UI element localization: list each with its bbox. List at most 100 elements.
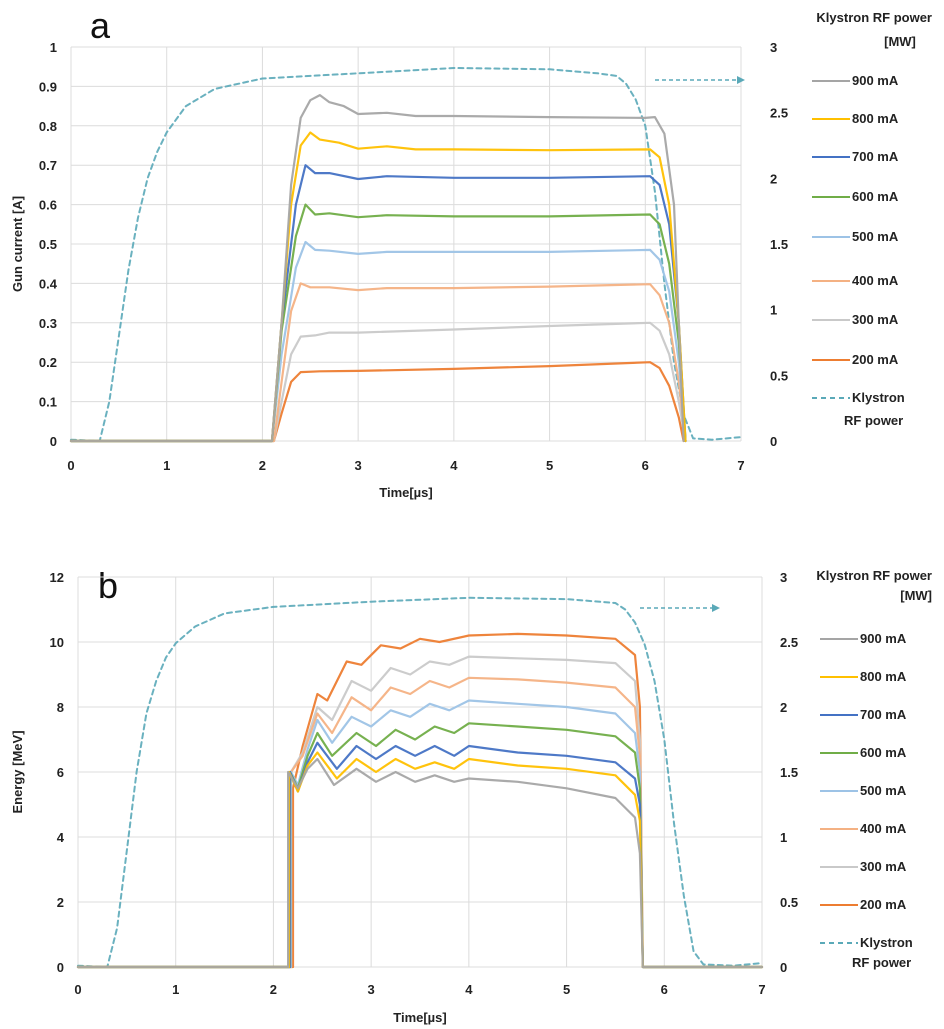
y2-tick-label: 2 [780,700,787,715]
series-line-900-ma [76,757,764,969]
y-tick-label: 0.2 [39,355,57,370]
legend-label: 500 mA [852,229,899,244]
legend-label-line: Klystron [852,390,905,405]
y2-tick-label: 0 [770,434,777,449]
legend-label: 600 mA [860,745,907,760]
series-line-200-ma [69,361,685,443]
y-tick-label: 0.6 [39,198,57,213]
series-line-klystron-rf-power [77,596,763,968]
y2-tick-label: 2.5 [780,635,798,650]
series-line-300-ma [76,655,764,969]
x-tick-label: 5 [563,982,570,997]
y-tick-label: 6 [57,765,64,780]
y2-axis-label: Klystron RF power [MW] [816,568,932,603]
legend-item: 600 mA [820,745,907,760]
x-tick-label: 1 [172,982,179,997]
legend-item: 600 mA [812,189,899,204]
y-axis-label: Energy [MeV] [10,730,25,813]
legend-item: Klystron RF power [820,935,913,970]
legend-label: 600 mA [852,189,899,204]
legend-label: 200 mA [860,897,907,912]
y-tick-label: 0 [57,960,64,975]
legend-label: 800 mA [860,669,907,684]
x-tick-label: 4 [465,982,473,997]
y2-tick-label: 2 [770,171,777,186]
x-tick-label: 6 [642,458,649,473]
y-tick-label: 0.8 [39,119,57,134]
legend-item: 200 mA [812,352,899,367]
y-tick-label: 0.3 [39,316,57,331]
series-line-800-ma [76,751,764,969]
chart-panel-a: a 0 1 2 3 4 5 6 7 0 0.1 0.2 0.3 0.4 0.5 0.6 0.7 0.8 0.9 1 0 0… [10,5,932,500]
panel-label: a [90,5,111,46]
legend-label: 300 mA [860,859,907,874]
x-axis-label: Time[µs] [393,1010,447,1025]
y2-tick-label: 2.5 [770,106,788,121]
right-axis-arrow-head-icon [712,604,720,612]
y2-axis-label: Klystron RF power [MW] [816,10,932,49]
legend-label: 400 mA [852,273,899,288]
y-axis-label: Gun current [A] [10,196,25,292]
legend-item: 700 mA [812,149,899,164]
y2-axis-label-unit: [MW] [884,34,916,49]
x-axis-label: Time[µs] [379,485,433,500]
x-tick-label: 2 [270,982,277,997]
legend-label-line: RF power [844,413,903,428]
y-tick-label: 0.4 [39,276,58,291]
y2-tick-label: 0 [780,960,787,975]
legend-label-line: RF power [852,955,911,970]
legend-item: 300 mA [812,312,899,327]
legend-label: 900 mA [860,631,907,646]
series-line-700-ma [69,164,687,443]
legend-item: 200 mA [820,897,907,912]
y2-axis-label-unit: [MW] [900,588,932,603]
series-line-500-ma [76,699,764,969]
legend-item: 400 mA [820,821,907,836]
series-line-900-ma [69,94,685,443]
x-tick-label: 0 [67,458,74,473]
legend-label: Klystron RF power [844,390,905,428]
series-line-klystron-rf-power [70,67,742,442]
legend-item: 700 mA [820,707,907,722]
y-tick-label: 0 [50,434,57,449]
y-tick-label: 12 [50,570,64,585]
legend-item: 800 mA [820,669,907,684]
legend-item: 900 mA [812,73,899,88]
legend-item: 900 mA [820,631,907,646]
legend-label: 400 mA [860,821,907,836]
x-tick-label: 1 [163,458,170,473]
x-tick-label: 0 [74,982,81,997]
panel-label: b [98,565,118,606]
legend-label: 900 mA [852,73,899,88]
y2-tick-label: 3 [780,570,787,585]
series-line-600-ma [76,722,764,969]
y2-tick-label: 0.5 [770,368,788,383]
y-tick-label: 8 [57,700,64,715]
series-line-300-ma [69,321,687,443]
y-tick-label: 0.9 [39,79,57,94]
x-tick-label: 2 [259,458,266,473]
legend-label: 700 mA [852,149,899,164]
y2-tick-label: 1 [780,830,787,845]
y-tick-label: 0.1 [39,395,57,410]
y-tick-label: 2 [57,895,64,910]
legend: 900 mA 800 mA 700 mA 600 mA 500 mA 400 mA 300 … [812,73,905,428]
x-tick-label: 6 [661,982,668,997]
legend-item: Klystron RF power [812,390,905,428]
legend-label: 500 mA [860,783,907,798]
right-axis-arrow-head-icon [737,76,745,84]
y2-tick-label: 0.5 [780,895,798,910]
x-tick-label: 3 [368,982,375,997]
y-tick-label: 4 [57,830,65,845]
x-tick-label: 7 [737,458,744,473]
legend-label: 700 mA [860,707,907,722]
y2-tick-label: 1.5 [780,765,798,780]
y2-tick-label: 1.5 [770,237,788,252]
series-line-700-ma [76,741,764,969]
legend-item: 500 mA [812,229,899,244]
y2-tick-label: 1 [770,303,777,318]
x-tick-label: 4 [450,458,458,473]
legend-label: 200 mA [852,352,899,367]
